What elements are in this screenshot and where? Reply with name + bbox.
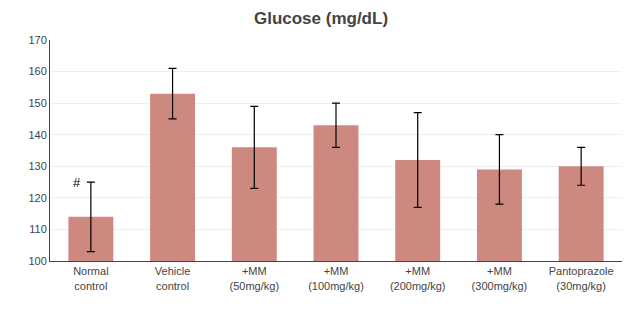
svg-text:140: 140 bbox=[28, 129, 46, 141]
svg-text:120: 120 bbox=[28, 192, 46, 204]
svg-text:Glucose (mg/dL): Glucose (mg/dL) bbox=[254, 9, 388, 28]
svg-text:+MM(300mg/kg): +MM(300mg/kg) bbox=[472, 265, 528, 291]
svg-text:Pantoprazole(30mg/kg): Pantoprazole(30mg/kg) bbox=[549, 265, 614, 291]
svg-text:100: 100 bbox=[28, 255, 46, 267]
svg-text:170: 170 bbox=[28, 34, 46, 46]
svg-text:+MM(50mg/kg): +MM(50mg/kg) bbox=[230, 265, 280, 291]
svg-text:110: 110 bbox=[29, 223, 47, 235]
svg-text:+MM(100mg/kg): +MM(100mg/kg) bbox=[308, 265, 364, 291]
svg-text:+MM(200mg/kg): +MM(200mg/kg) bbox=[390, 265, 446, 291]
svg-text:Normalcontrol: Normalcontrol bbox=[73, 265, 108, 291]
svg-text:Vehiclecontrol: Vehiclecontrol bbox=[155, 265, 190, 291]
svg-text:160: 160 bbox=[28, 65, 46, 77]
svg-text:150: 150 bbox=[28, 97, 46, 109]
svg-text:130: 130 bbox=[28, 160, 46, 172]
svg-text:#: # bbox=[73, 175, 81, 190]
